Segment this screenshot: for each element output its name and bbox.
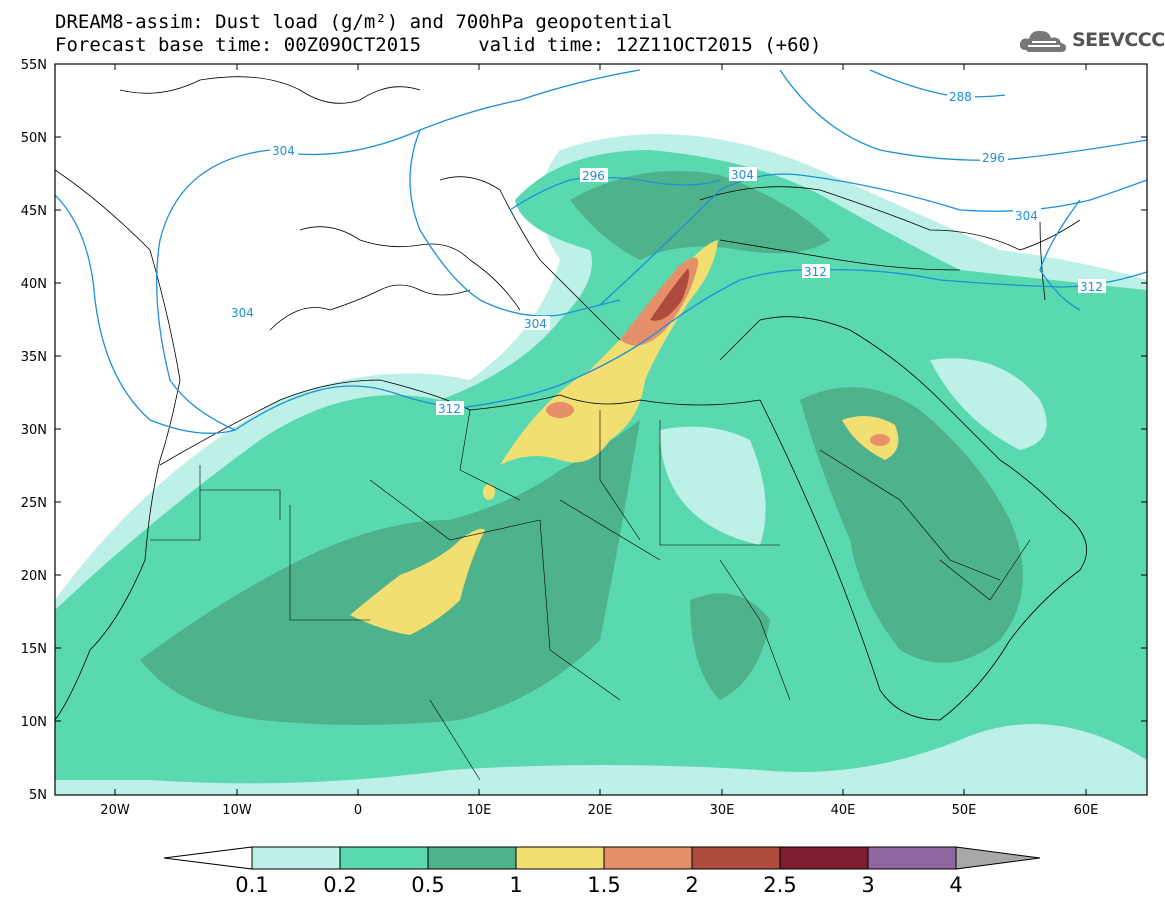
colorbar-label: 0.1 xyxy=(235,873,268,897)
lat-label: 45N xyxy=(21,204,47,219)
lat-label: 50N xyxy=(21,131,47,146)
country-borders xyxy=(150,409,1031,781)
cloud-icon xyxy=(1019,30,1067,52)
lat-label: 10N xyxy=(21,715,47,730)
map-title: DREAM8-assim: Dust load (g/m²) and 700hP… xyxy=(55,11,673,33)
lat-label: 20N xyxy=(21,569,47,584)
contour-label: 304 xyxy=(231,306,254,320)
lat-label: 35N xyxy=(21,350,47,365)
lon-label: 40E xyxy=(831,803,856,818)
dust-layer-1.0-mali xyxy=(350,528,485,635)
lon-label: 10E xyxy=(467,803,492,818)
contour-label: 304 xyxy=(1015,209,1038,223)
contour-label: 312 xyxy=(804,265,827,279)
contour-296-east xyxy=(779,69,1147,161)
contour-304-east xyxy=(599,173,1147,306)
colorbar-label: 0.5 xyxy=(411,873,444,897)
colorbar-label: 0.2 xyxy=(323,873,356,897)
colorbar-swatch xyxy=(779,846,869,870)
latitude-labels: 55N 50N 45N 40N 35N 30N 25N 20N 15N 10N … xyxy=(21,58,47,803)
dust-layer-1.0-spot xyxy=(483,484,495,500)
dust-layer-0.5-sudan xyxy=(690,593,770,700)
colorbar: 0.1 0.2 0.5 1 1.5 2 2.5 3 4 xyxy=(163,846,1041,897)
colorbar-high-arrow xyxy=(955,846,1041,870)
dust-load-shading xyxy=(55,64,1147,795)
colorbar-label: 1 xyxy=(509,873,522,897)
seevccc-logo: SEEVCCC xyxy=(1018,26,1165,56)
colorbar-low-arrow xyxy=(163,846,253,870)
colorbar-label: 2.5 xyxy=(763,873,796,897)
contour-label: 304 xyxy=(731,168,754,182)
colorbar-label: 1.5 xyxy=(587,873,620,897)
logo-text: SEEVCCC xyxy=(1072,29,1165,51)
coastlines xyxy=(55,76,1088,721)
contour-312 xyxy=(234,269,1147,431)
colorbar-label: 4 xyxy=(949,873,962,897)
contour-304-caspian xyxy=(1039,199,1081,311)
colorbar-swatch xyxy=(691,846,781,870)
lon-label: 10W xyxy=(222,803,252,818)
lat-label: 40N xyxy=(21,277,47,292)
dust-layer-2.0 xyxy=(650,268,690,321)
colorbar-swatch xyxy=(339,846,429,870)
lon-label: 30E xyxy=(710,803,735,818)
lon-label: 60E xyxy=(1074,803,1099,818)
colorbar-swatch xyxy=(515,846,605,870)
lat-label: 5N xyxy=(29,788,47,803)
dust-layer-0.5-arabia xyxy=(800,387,1023,663)
contour-304-west xyxy=(55,194,236,434)
contour-label: 312 xyxy=(438,402,461,416)
dust-layer-0.5-north xyxy=(570,170,830,260)
colorbar-label: 2 xyxy=(685,873,698,897)
contour-label: 296 xyxy=(582,169,605,183)
map-subtitle: Forecast base time: 00Z09OCT2015 valid t… xyxy=(55,34,822,56)
dust-layer-0.5-sahara xyxy=(140,420,640,725)
lat-label: 55N xyxy=(21,58,47,73)
dust-layer-1.5 xyxy=(620,257,699,346)
contour-label-group: 288 296 296 304 304 304 304 304 312 312 … xyxy=(229,89,1106,416)
dust-layer-0.2-gap xyxy=(660,426,766,545)
colorbar-swatch xyxy=(427,846,517,870)
contour-label: 288 xyxy=(949,90,972,104)
colorbar-swatch xyxy=(251,846,341,870)
dust-layer-1.5-iraq xyxy=(870,434,890,446)
colorbar-swatch xyxy=(867,846,957,870)
contour-label: 304 xyxy=(524,317,547,331)
longitude-labels: 20W 10W 0 10E 20E 30E 40E 50E 60E xyxy=(100,803,1098,818)
lat-label: 15N xyxy=(21,642,47,657)
dust-layer-1.5-libya xyxy=(546,402,574,418)
contour-label: 296 xyxy=(982,151,1005,165)
lon-label: 0 xyxy=(354,803,362,818)
contour-304-italy xyxy=(409,129,621,317)
dust-layer-0.2-gap2 xyxy=(930,358,1047,450)
dust-layer-1.0-iraq xyxy=(842,416,899,460)
contour-label: 304 xyxy=(272,144,295,158)
colorbar-label: 3 xyxy=(861,873,874,897)
contour-label: 312 xyxy=(1080,280,1103,294)
lat-label: 25N xyxy=(21,496,47,511)
lon-label: 20E xyxy=(588,803,613,818)
lat-label: 30N xyxy=(21,423,47,438)
lon-label: 50E xyxy=(952,803,977,818)
colorbar-swatch xyxy=(603,846,693,870)
lon-label: 20W xyxy=(100,803,130,818)
axis-ticks xyxy=(55,63,1147,795)
